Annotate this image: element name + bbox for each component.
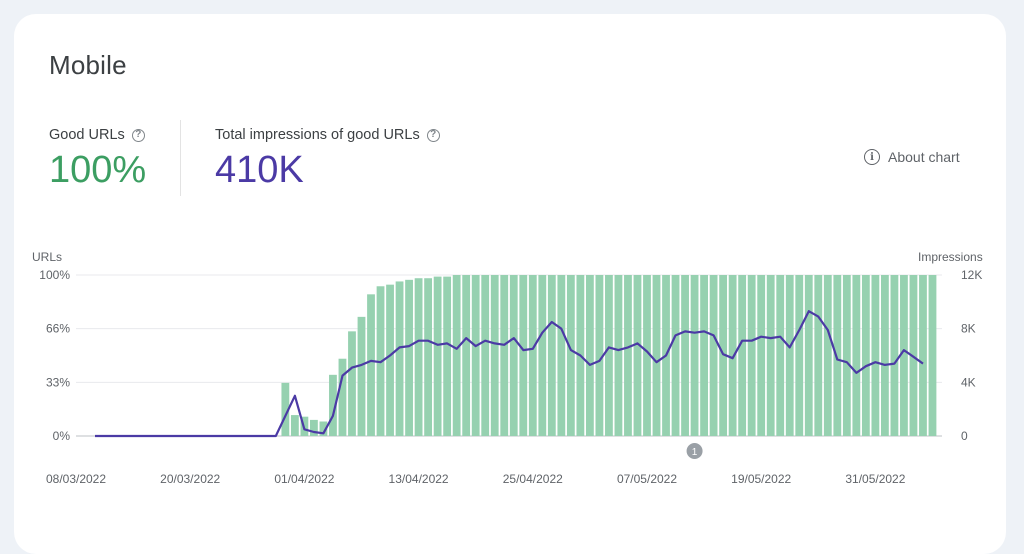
bar (357, 316, 366, 436)
bar (471, 275, 480, 436)
good-urls-label-text: Good URLs (49, 127, 125, 143)
bar (348, 331, 356, 436)
bar (643, 275, 651, 436)
bar (823, 275, 832, 436)
bar (652, 275, 661, 436)
bar (681, 275, 689, 436)
bar (290, 415, 299, 436)
bar (519, 275, 528, 436)
bar (329, 374, 337, 436)
bar (728, 275, 737, 436)
bar (919, 275, 927, 436)
bar (776, 275, 785, 436)
right-axis-title: Impressions (918, 250, 983, 264)
x-tick-label: 13/04/2022 (389, 472, 449, 486)
bar (700, 275, 708, 436)
bar (795, 275, 804, 436)
bar (557, 275, 566, 436)
bar (757, 275, 766, 436)
y-right-tick-label: 12K (961, 268, 982, 282)
bar (338, 358, 347, 436)
bar (481, 275, 490, 436)
bar (424, 278, 433, 436)
bar (367, 294, 375, 436)
annotation-label: 1 (692, 447, 698, 458)
y-right-tick-label: 0 (961, 429, 968, 443)
bar (310, 419, 318, 436)
y-right-tick-label: 4K (961, 375, 976, 389)
about-chart-button[interactable]: i About chart (864, 149, 960, 165)
bar (528, 275, 537, 436)
bar (405, 279, 413, 436)
chart-svg: 0% 0 33% 4K 66% 8K 100% 12K 08/03/2022 20/03/2022… (39, 268, 982, 486)
bar (614, 275, 623, 436)
x-tick-label: 31/05/2022 (845, 472, 905, 486)
bar (890, 275, 899, 436)
bar (738, 275, 747, 436)
bar (842, 275, 851, 436)
page-title: Mobile (49, 50, 127, 80)
bar (624, 275, 632, 436)
bar (804, 275, 813, 436)
x-tick-label: 01/04/2022 (274, 472, 334, 486)
good-urls-value: 100% (49, 149, 147, 191)
bar (833, 275, 842, 436)
bar (633, 275, 642, 436)
about-chart-label: About chart (888, 149, 960, 165)
bar (433, 276, 442, 436)
bar (852, 275, 861, 436)
x-tick-label: 07/05/2022 (617, 472, 677, 486)
y-left-tick-label: 33% (46, 375, 70, 389)
bar (671, 275, 680, 436)
bar (490, 275, 499, 436)
bar (500, 275, 509, 436)
bar (900, 275, 908, 436)
impressions-line (95, 310, 924, 438)
bar (766, 275, 775, 436)
bar (319, 421, 328, 436)
bar (538, 275, 547, 436)
bar (509, 275, 518, 436)
y-right-tick-label: 8K (961, 322, 976, 336)
bar (395, 281, 404, 436)
metric-divider (180, 120, 181, 196)
bar (747, 275, 756, 436)
x-tick-label: 08/03/2022 (46, 472, 106, 486)
help-icon[interactable]: ? (131, 128, 145, 142)
bar (595, 275, 604, 436)
y-left-tick-label: 66% (46, 322, 70, 336)
bar (414, 278, 423, 436)
bar (861, 275, 870, 436)
bar (690, 275, 699, 436)
x-tick-label: 20/03/2022 (160, 472, 220, 486)
bar (585, 275, 594, 436)
bar (719, 275, 728, 436)
bar (386, 284, 394, 436)
bar (566, 275, 575, 436)
bar (462, 275, 471, 436)
bar (443, 276, 452, 436)
bar (928, 275, 937, 436)
x-tick-label: 25/04/2022 (503, 472, 563, 486)
x-tick-label: 19/05/2022 (731, 472, 791, 486)
info-icon: i (864, 149, 880, 165)
impressions-value: 410K (215, 149, 304, 191)
annotation-marker (686, 443, 703, 459)
bar (281, 382, 290, 436)
y-left-tick-label: 0% (53, 429, 71, 443)
bar (547, 275, 556, 436)
bar (814, 275, 823, 436)
impressions-label: Total impressions of good URLs ? (215, 127, 440, 143)
left-axis-title: URLs (32, 250, 63, 264)
bar (880, 275, 889, 436)
help-icon[interactable]: ? (426, 128, 440, 142)
bar (452, 275, 461, 436)
bar (605, 275, 613, 436)
bar (785, 275, 794, 436)
impressions-label-text: Total impressions of good URLs (215, 127, 420, 143)
bar (871, 275, 880, 436)
good-urls-label: Good URLs ? (49, 127, 145, 143)
bar (709, 275, 718, 436)
y-left-tick-label: 100% (39, 268, 70, 282)
